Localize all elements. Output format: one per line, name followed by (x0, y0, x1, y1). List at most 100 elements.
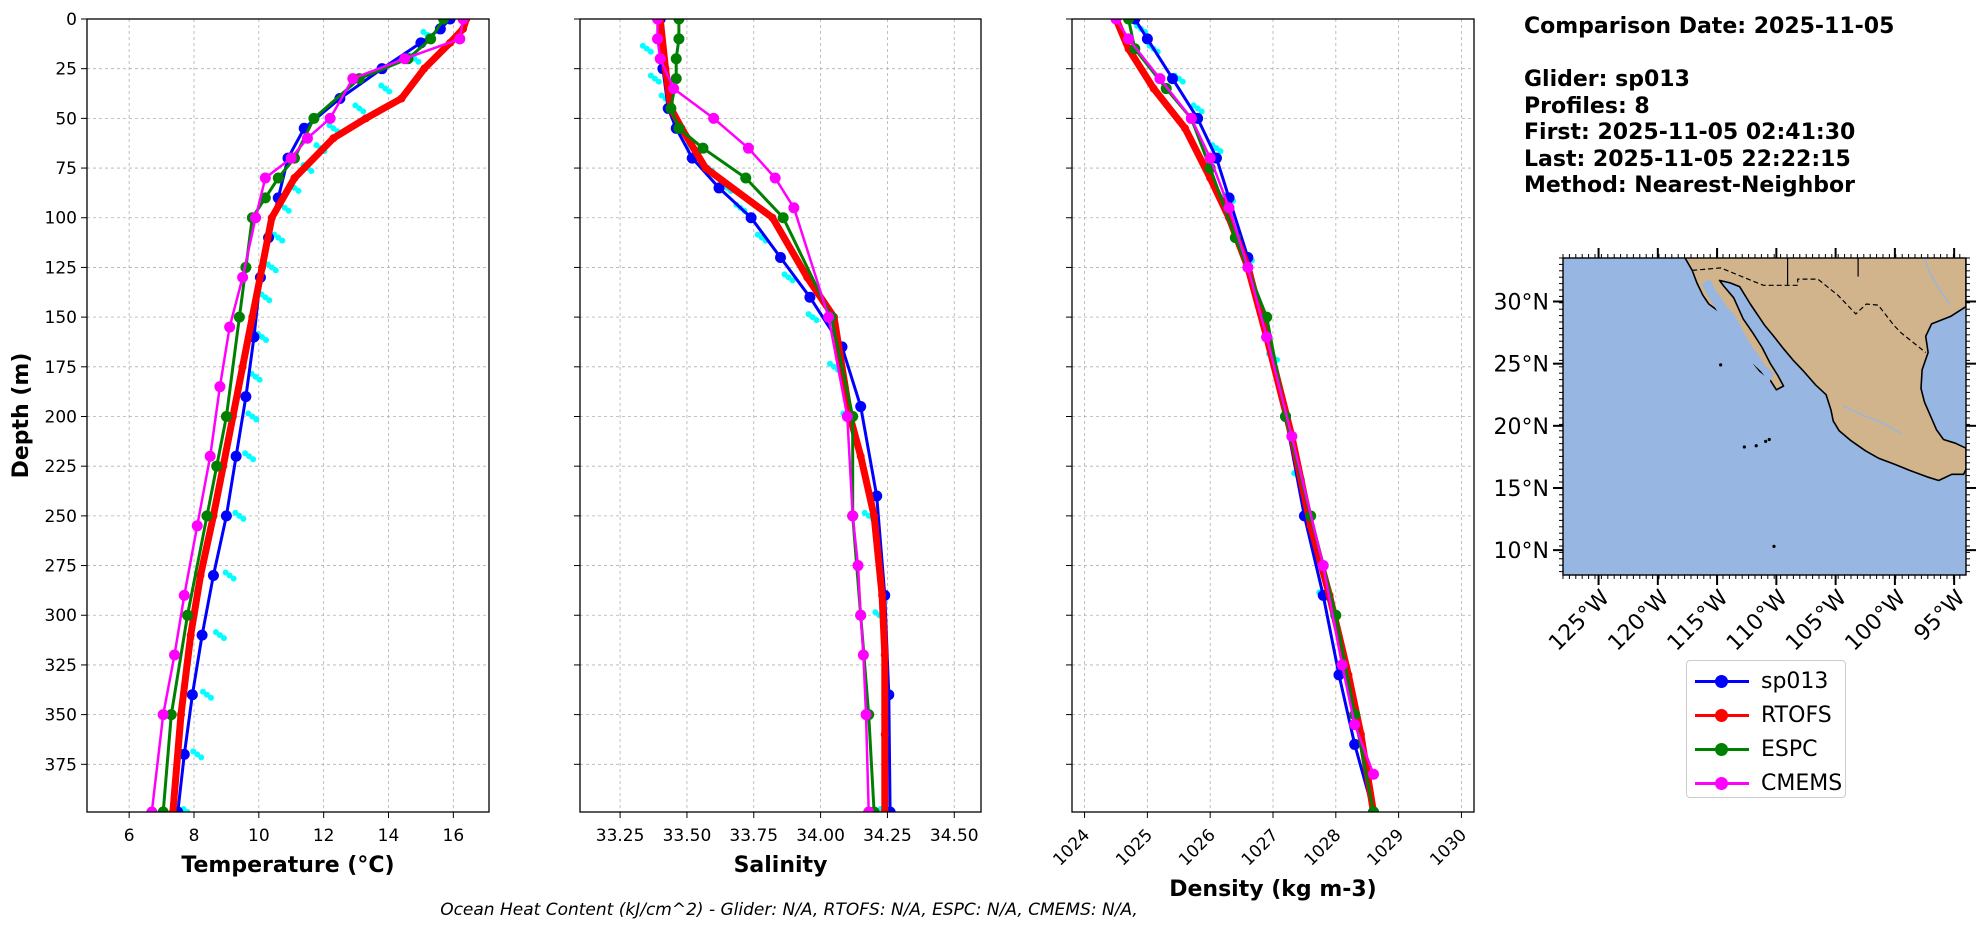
raw-point (415, 58, 422, 65)
us-mexico-border (1692, 267, 1927, 353)
point-sp013 (178, 748, 190, 760)
point-cmems (1349, 719, 1361, 731)
axes-frame (86, 18, 490, 813)
profile-panels: 0 25 50 75 100 125 150 175 200 225 250 275 300 325 350… (9, 10, 1475, 902)
map-lat-label: 25°N (1494, 353, 1549, 378)
point-cmems (237, 271, 249, 283)
point-sp013 (855, 401, 867, 413)
island (1754, 444, 1758, 448)
point-rtofs (290, 173, 299, 182)
point-espc (308, 112, 320, 124)
point-cmems (852, 560, 864, 572)
point-cmems (285, 152, 297, 164)
raw-point (266, 297, 273, 304)
point-cmems (823, 311, 835, 323)
legend-label: CMEMS (1761, 770, 1843, 796)
point-cmems (1368, 768, 1379, 780)
point-rtofs (361, 114, 370, 123)
legend-swatch (1695, 708, 1749, 722)
location-map: 30°N 25°N 20°N 15°N 10°N 125°W120°W115°W110°W… (1494, 248, 1976, 656)
x-tick-label: 16 (443, 826, 465, 846)
point-rtofs (258, 263, 267, 272)
y-tick-label: 375 (45, 755, 77, 775)
point-rtofs (880, 808, 889, 812)
point-rtofs (168, 808, 177, 812)
point-espc (673, 33, 685, 45)
ohc-footer: Ocean Heat Content (kJ/cm^2) - Glider: N… (440, 900, 1138, 920)
point-espc (1261, 311, 1273, 323)
point-espc (157, 806, 169, 812)
point-rtofs (238, 362, 247, 371)
point-cmems (1154, 73, 1166, 85)
point-sp013 (1141, 33, 1153, 45)
raw-point (308, 168, 315, 175)
y-tick-label: 175 (45, 358, 77, 378)
point-rtofs (870, 511, 879, 520)
legend-item-espc: ESPC (1687, 732, 1845, 766)
series-group (639, 19, 896, 812)
y-tick-label: 125 (45, 258, 77, 278)
point-espc (272, 172, 284, 184)
x-tick-label: 6 (124, 826, 135, 846)
raw-point (184, 809, 191, 812)
point-sp013 (871, 490, 883, 502)
map-lon-label: 115°W (1663, 585, 1734, 656)
info-block: Comparison Date: 2025-11-05 Glider: sp01… (1524, 14, 1894, 200)
profile-count: Profiles: 8 (1524, 93, 1650, 119)
point-rtofs (267, 213, 276, 222)
raw-point (360, 108, 367, 115)
series-line-cmems (656, 19, 870, 812)
raw-point (253, 416, 260, 423)
x-tick-label: 12 (313, 826, 335, 846)
first-time: First: 2025-11-05 02:41:30 (1524, 120, 1856, 145)
point-rtofs (329, 134, 338, 143)
x-tick-label: 1026 (1175, 825, 1220, 870)
point-cmems (847, 510, 859, 522)
method: Method: Nearest-Neighbor (1524, 173, 1855, 198)
point-cmems (769, 172, 781, 184)
y-tick-label: 0 (66, 10, 77, 30)
raw-point (198, 754, 205, 761)
point-cmems (214, 381, 226, 393)
raw-point (1179, 78, 1186, 85)
point-espc (201, 510, 213, 522)
point-cmems (1261, 331, 1273, 343)
last-time: Last: 2025-11-05 22:22:15 (1524, 146, 1851, 172)
legend-swatch (1695, 674, 1749, 688)
point-espc (697, 142, 709, 154)
point-cmems (788, 202, 800, 214)
map-lon-label: 95°W (1910, 585, 1971, 646)
point-cmems (1317, 560, 1329, 572)
point-cmems (654, 53, 666, 65)
legend-item-sp013: sp013 (1687, 664, 1845, 698)
island (1767, 437, 1771, 442)
point-espc (259, 192, 271, 204)
point-cmems (1286, 430, 1298, 442)
y-tick-label: 50 (55, 109, 77, 129)
series-line-sp013 (1133, 19, 1375, 812)
legend-swatch (1695, 776, 1749, 790)
point-cmems (224, 321, 236, 333)
point-cmems (178, 589, 190, 601)
raw-point (207, 694, 214, 701)
raw-point (655, 78, 662, 85)
point-sp013 (1333, 669, 1345, 681)
raw-point (1217, 148, 1224, 155)
point-rtofs (803, 273, 812, 282)
map-lat-label: 10°N (1494, 539, 1549, 564)
point-cmems (742, 142, 754, 154)
legend-label: sp013 (1761, 668, 1829, 694)
map-lat-label: 15°N (1494, 477, 1549, 502)
x-tick-label: 34.25 (863, 826, 912, 846)
x-tick-label: 1025 (1112, 825, 1157, 870)
point-cmems (1242, 261, 1254, 273)
point-cmems (1336, 659, 1348, 671)
raw-point (250, 456, 257, 463)
series-line-rtofs (1112, 19, 1377, 812)
point-rtofs (1149, 84, 1158, 93)
point-sp013 (240, 391, 252, 403)
x-tick-label: 1024 (1049, 825, 1094, 870)
raw-point (789, 277, 796, 284)
point-cmems (857, 649, 869, 661)
gulf-of-california-inner (1701, 279, 1774, 383)
